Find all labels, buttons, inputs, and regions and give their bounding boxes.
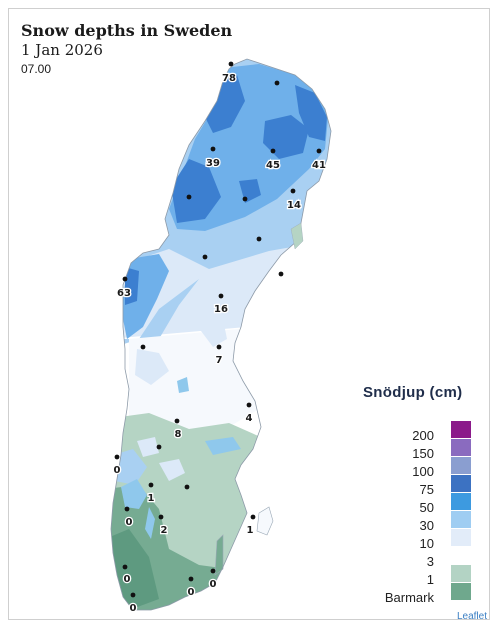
station-dot[interactable] xyxy=(124,506,130,512)
station-depth-label: 0 xyxy=(130,603,137,614)
station-dot[interactable] xyxy=(316,148,322,154)
lake-vattern xyxy=(145,507,155,539)
station-depth-label: 0 xyxy=(188,587,195,598)
legend-swatch-barmark xyxy=(451,583,471,600)
map-date: 1 Jan 2026 xyxy=(21,41,103,59)
station-depth-label: 45 xyxy=(266,160,280,171)
station-depth-label: 2 xyxy=(161,525,168,536)
legend-swatch-10 xyxy=(451,529,471,546)
station-depth-label: 4 xyxy=(246,413,253,424)
legend-swatch-200 xyxy=(451,421,471,438)
coast-fragment xyxy=(290,222,304,250)
station-depth-label: 41 xyxy=(312,160,326,171)
station-depth-label: 39 xyxy=(206,158,220,169)
legend-label-10: 10 xyxy=(419,536,434,551)
snow-patch-south-c xyxy=(137,437,159,457)
station-dot[interactable] xyxy=(122,276,128,282)
legend-label-150: 150 xyxy=(412,446,434,461)
legend-title: Snödjup (cm) xyxy=(363,384,463,401)
station-dot[interactable] xyxy=(256,236,262,242)
station-dot[interactable] xyxy=(242,196,248,202)
leaflet-attribution-link[interactable]: Leaflet xyxy=(456,611,487,620)
station-depth-label: 7 xyxy=(216,355,223,366)
station-dot[interactable] xyxy=(202,254,208,260)
station-depth-label: 0 xyxy=(126,517,133,528)
weather-stations: 78 39 45 41 14 63 16 7 4 8 0 1 0 2 1 0 0 0 0 xyxy=(112,61,327,615)
snow-zone-75-plus-d xyxy=(295,85,327,141)
station-dot[interactable] xyxy=(156,444,162,450)
snow-zone-75-plus-a xyxy=(171,159,221,223)
station-depth-label: 78 xyxy=(222,73,236,84)
station-dot[interactable] xyxy=(216,344,222,350)
station-dot[interactable] xyxy=(114,454,120,460)
station-depth-label: 8 xyxy=(175,429,182,440)
station-dot[interactable] xyxy=(250,514,256,520)
station-dot[interactable] xyxy=(148,482,154,488)
station-dot[interactable] xyxy=(130,592,136,598)
snow-zone-75-plus-c xyxy=(263,115,309,159)
station-dot[interactable] xyxy=(188,576,194,582)
snow-patch-mid-b xyxy=(201,309,227,347)
lake-vanern xyxy=(121,479,147,509)
snow-patch-mid-a xyxy=(135,349,169,385)
station-dot[interactable] xyxy=(186,194,192,200)
station-dot[interactable] xyxy=(210,568,216,574)
station-dot[interactable] xyxy=(278,271,284,277)
legend-label-barmark: Barmark xyxy=(384,590,434,605)
legend-label-1: 1 xyxy=(426,572,434,587)
station-depth-label: 16 xyxy=(214,304,228,315)
snow-depth-layers xyxy=(111,59,331,610)
lake-malaren xyxy=(205,437,241,455)
station-depth-label: 0 xyxy=(124,574,131,585)
station-dot[interactable] xyxy=(218,293,224,299)
snow-patch-south-b xyxy=(159,459,185,481)
station-dot[interactable] xyxy=(228,61,234,67)
legend-swatch-30 xyxy=(451,511,471,528)
station-dot[interactable] xyxy=(122,564,128,570)
legend-label-50: 50 xyxy=(419,500,434,515)
legend-swatch-75 xyxy=(451,475,471,492)
station-depth-label: 1 xyxy=(148,493,155,504)
station-depth-label: 14 xyxy=(287,200,301,211)
station-dot[interactable] xyxy=(246,402,252,408)
station-dot[interactable] xyxy=(290,188,296,194)
legend-label-3: 3 xyxy=(426,554,434,569)
oland-island xyxy=(214,534,224,576)
station-dot[interactable] xyxy=(210,146,216,152)
legend-swatch-100 xyxy=(451,457,471,474)
station-dot[interactable] xyxy=(174,418,180,424)
map-frame: 78 39 45 41 14 63 16 7 4 8 0 1 0 2 1 0 0 0 0 Snow depths i… xyxy=(8,8,490,620)
station-depth-label: 1 xyxy=(247,525,254,536)
legend-swatch-50 xyxy=(451,493,471,510)
gotland-island xyxy=(256,506,274,536)
legend-label-75: 75 xyxy=(419,482,434,497)
map-title: Snow depths in Sweden xyxy=(21,21,233,40)
station-dot[interactable] xyxy=(158,514,164,520)
lake-siljan xyxy=(177,377,189,393)
station-depth-label: 0 xyxy=(114,465,121,476)
snow-zone-75-plus-f xyxy=(125,267,139,305)
station-dot[interactable] xyxy=(140,344,146,350)
station-dot[interactable] xyxy=(274,80,280,86)
legend-swatch-1-3 xyxy=(451,565,471,582)
legend-label-200: 200 xyxy=(412,428,434,443)
station-dot[interactable] xyxy=(270,148,276,154)
station-depth-label: 0 xyxy=(210,579,217,590)
legend-label-30: 30 xyxy=(419,518,434,533)
snow-patch-south-a xyxy=(113,449,147,485)
station-dot[interactable] xyxy=(184,484,190,490)
legend-label-100: 100 xyxy=(412,464,434,479)
station-depth-label: 63 xyxy=(117,288,131,299)
snow-zone-1-10 xyxy=(129,329,259,439)
map-time: 07.00 xyxy=(21,62,52,76)
legend-swatch-150 xyxy=(451,439,471,456)
